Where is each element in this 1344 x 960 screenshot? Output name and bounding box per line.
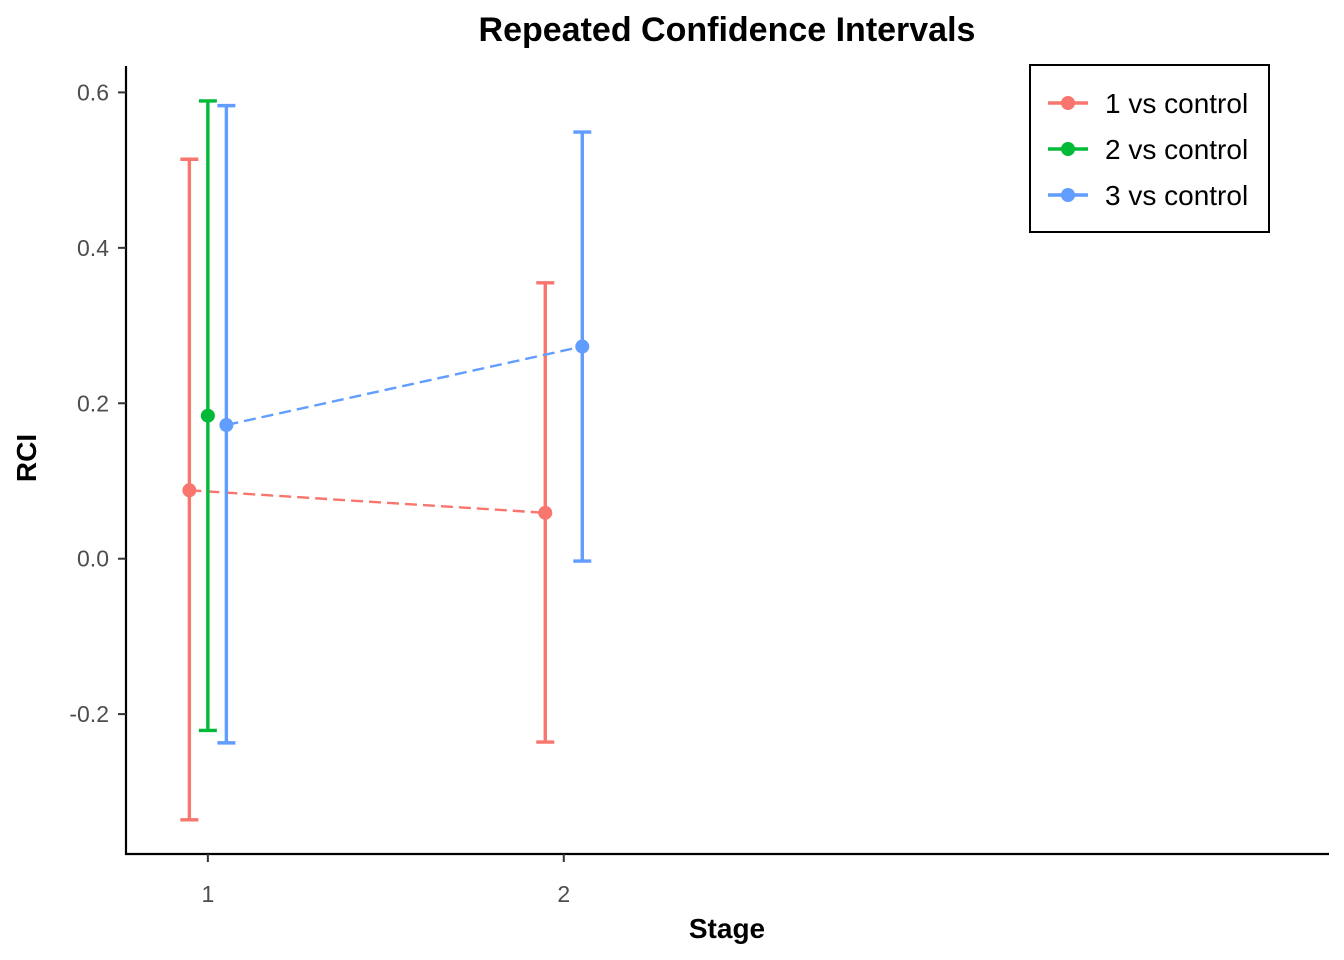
legend-key-point [1061,96,1075,110]
series-3 [217,103,592,745]
data-point [200,408,215,423]
legend-label: 1 vs control [1105,88,1248,119]
series-line [189,489,546,514]
y-tick-label: 0.4 [77,235,109,261]
legend-key-point [1061,142,1075,156]
data-point [219,418,234,433]
legend-key-point [1061,188,1075,202]
y-axis-title: RCI [11,434,42,482]
y-tick-label: 0.0 [77,546,109,572]
y-tick-label: 0.6 [77,79,109,105]
legend: 1 vs control 2 vs control 3 vs control [1029,64,1270,233]
legend-label: 2 vs control [1105,134,1248,165]
legend-label: 3 vs control [1105,180,1248,211]
series-2 [198,99,217,733]
legend-item-3: 3 vs control [1048,180,1248,211]
legend-item-2: 2 vs control [1048,134,1248,165]
axes: -0.2 0.0 0.2 0.4 0.6 1 2 [69,66,1329,907]
data-point [538,505,553,520]
y-tick-label: 0.2 [77,390,109,416]
y-tick-label: -0.2 [69,701,109,727]
x-axis-title: Stage [689,913,765,944]
x-tick-label: 2 [557,881,570,907]
series-1 [180,157,555,822]
legend-item-1: 1 vs control [1048,88,1248,119]
series-line [226,345,583,427]
plot-area [180,99,592,822]
x-tick-label: 1 [201,881,214,907]
chart-title: Repeated Confidence Intervals [479,11,976,49]
data-point [575,339,590,354]
data-point [182,483,197,498]
